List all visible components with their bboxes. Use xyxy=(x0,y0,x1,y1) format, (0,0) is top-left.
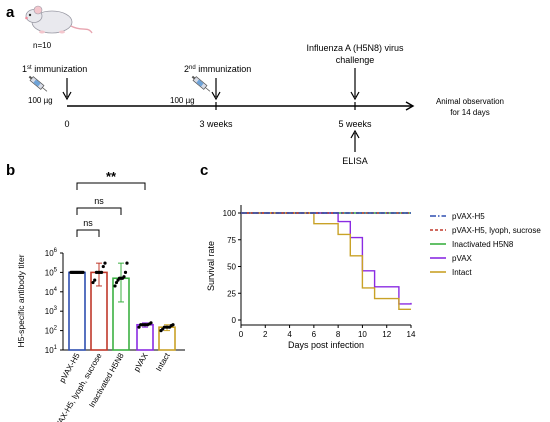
legend-label-pvax-h5: pVAX-H5 xyxy=(452,212,485,221)
bracket-pvax-h5-vs-pvax xyxy=(76,182,146,190)
survival-x-tick-label: 8 xyxy=(336,330,341,339)
dose-2-label: 100 µg xyxy=(170,96,195,105)
survival-x-label: Days post infection xyxy=(288,340,364,350)
survival-x-tick-label: 2 xyxy=(263,330,268,339)
bar-chart-y-tick-label: 101 xyxy=(45,345,58,355)
data-point-pvax-h5-lyoph-sucrose xyxy=(91,280,95,285)
panel-a: a n=10 1st immunization 2nd immunization… xyxy=(6,4,504,166)
data-point-pvax-h5-lyoph-sucrose xyxy=(93,278,97,282)
significance-label-ns-1: ns xyxy=(94,196,104,206)
data-point-pvax-h5 xyxy=(81,270,85,274)
survival-x-tick-label: 4 xyxy=(287,330,292,339)
bar-chart-y-tick-label: 105 xyxy=(45,267,58,277)
data-point-pvax-h5-lyoph-sucrose xyxy=(103,261,107,265)
survival-x-tick-label: 0 xyxy=(239,330,244,339)
category-label-intact: Intact xyxy=(154,351,172,373)
survival-line-intact xyxy=(241,212,411,310)
data-point-intact xyxy=(171,323,175,327)
bar-chart-y-tick-label: 106 xyxy=(45,248,58,258)
syringe-icon xyxy=(28,75,48,92)
data-point-inactivated-h5n8 xyxy=(122,275,126,279)
elisa-arrow xyxy=(350,129,360,152)
survival-x-tick-label: 10 xyxy=(358,330,367,339)
syringe-icon xyxy=(191,75,211,92)
challenge-label-line1: Influenza A (H5N8) virus xyxy=(306,43,404,53)
significance-label-double-star: ** xyxy=(106,169,117,184)
timeline-tick-3-weeks: 3 weeks xyxy=(199,119,233,129)
data-point-pvax xyxy=(149,321,153,325)
survival-line-pvax xyxy=(241,212,412,305)
timeline-tick-0: 0 xyxy=(64,119,69,129)
bar-chart-y-label: H5-specific antibody titer xyxy=(16,254,26,347)
bracket-pvax-h5-vs-inactivated xyxy=(76,207,122,215)
first-immunization-label: 1st immunization xyxy=(22,64,87,74)
bar-chart-y-tick-label: 102 xyxy=(45,326,58,336)
legend-label-pvax: pVAX xyxy=(452,254,473,263)
bar-chart-y-tick-label: 104 xyxy=(45,287,58,297)
significance-label-ns-2: ns xyxy=(83,218,93,228)
survival-y-tick-label: 100 xyxy=(223,209,237,218)
challenge-label-line2: challenge xyxy=(336,55,375,65)
legend-label-inactivated-h5n8: Inactivated H5N8 xyxy=(452,240,514,249)
data-point-inactivated-h5n8 xyxy=(114,280,119,285)
observation-label-line1: Animal observation xyxy=(436,97,504,106)
panel-a-letter: a xyxy=(6,4,15,21)
mouse-icon xyxy=(25,5,93,34)
survival-y-label: Survival rate xyxy=(206,241,216,291)
first-immunization-arrow xyxy=(62,78,72,101)
survival-y-tick-label: 75 xyxy=(227,236,236,245)
second-immunization-label: 2nd immunization xyxy=(184,64,251,74)
elisa-label: ELISA xyxy=(342,156,368,166)
second-immunization-arrow xyxy=(211,78,221,101)
survival-y-tick-label: 50 xyxy=(227,263,236,272)
panel-b: b ** ns ns 101 102 103 104 105 106 H5-specifi… xyxy=(6,162,185,422)
timeline-tick-5-weeks: 5 weeks xyxy=(338,119,372,129)
challenge-arrow xyxy=(350,68,360,101)
survival-x-tick-label: 6 xyxy=(312,330,317,339)
category-label-pvax-h5: pVAX-H5 xyxy=(58,351,82,384)
bracket-pvax-h5-vs-lyoph xyxy=(76,229,100,237)
category-label-pvax: pVAX xyxy=(132,351,150,373)
dose-1-label: 100 µg xyxy=(28,96,53,105)
survival-x-tick-label: 14 xyxy=(407,330,416,339)
data-point-pvax xyxy=(137,325,141,329)
panel-c-letter: c xyxy=(200,162,208,179)
legend-label-pvax-h5-lyoph-sucrose: pVAX-H5, lyoph, sucrose xyxy=(452,226,541,235)
timeline xyxy=(67,101,415,111)
survival-y-tick-label: 0 xyxy=(232,316,237,325)
panel-b-letter: b xyxy=(6,162,15,179)
data-point-pvax-h5-lyoph-sucrose xyxy=(101,264,105,269)
data-point-inactivated-h5n8 xyxy=(123,270,128,274)
data-point-pvax-h5-lyoph-sucrose xyxy=(99,270,104,274)
survival-x-tick-label: 12 xyxy=(382,330,391,339)
data-point-inactivated-h5n8 xyxy=(113,284,117,288)
panel-c: c 0 25 50 75 100 0 2 4 6 8 10 12 14 Survival rate Da… xyxy=(200,162,541,350)
bar-pvax-h5 xyxy=(68,271,86,351)
observation-label-line2: for 14 days xyxy=(450,108,490,117)
group-size-label: n=10 xyxy=(33,41,52,50)
data-point-inactivated-h5n8 xyxy=(125,261,129,265)
bar-chart-y-tick-label: 103 xyxy=(45,306,58,316)
legend-label-intact: Intact xyxy=(452,268,472,277)
survival-y-tick-label: 25 xyxy=(227,289,236,298)
